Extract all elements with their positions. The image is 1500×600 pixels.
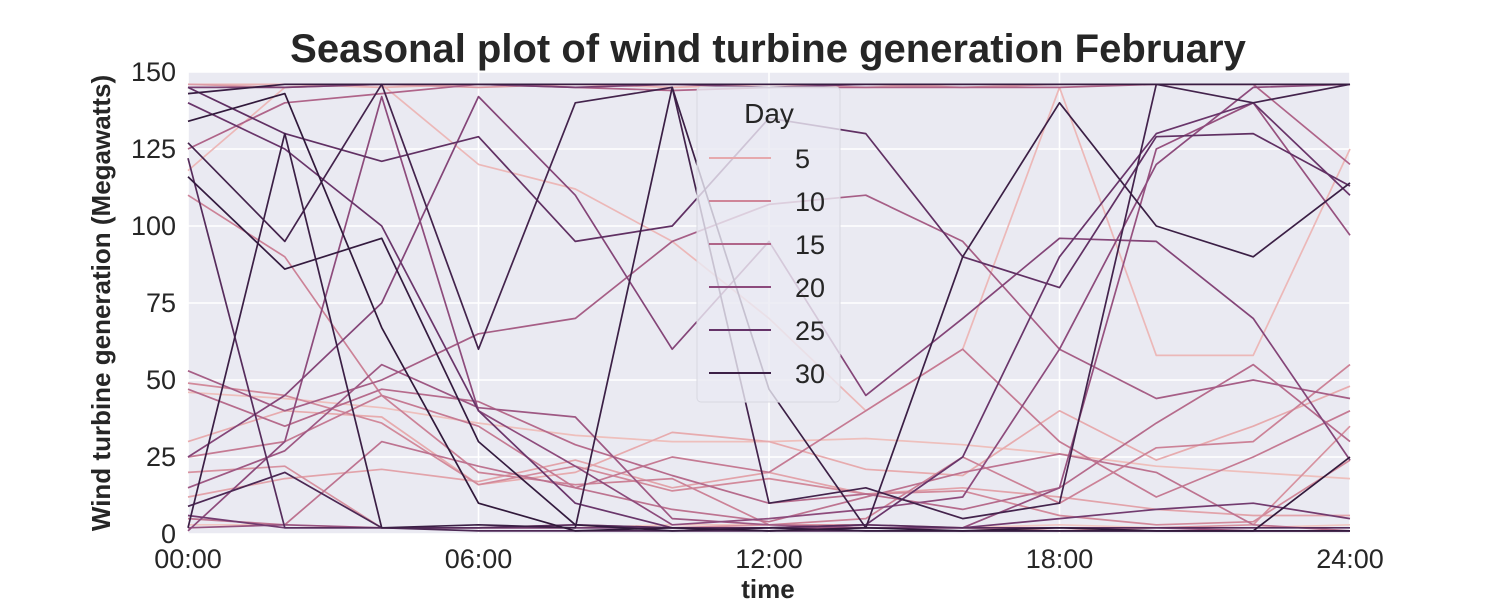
x-tick-label: 12:00	[735, 544, 803, 574]
series-line-day-12	[187, 440, 1351, 532]
x-axis-label: time	[741, 574, 794, 600]
series-line-day-11	[187, 348, 1351, 498]
y-tick-label: 25	[146, 442, 176, 472]
x-tick-label: 06:00	[445, 544, 513, 574]
x-tick-label: 00:00	[154, 544, 222, 574]
series-line-day-30	[187, 92, 1351, 532]
legend-title: Day	[744, 98, 794, 129]
legend-label: 25	[795, 316, 825, 346]
legend-label: 15	[795, 230, 825, 260]
series-line-day-9	[187, 382, 1351, 526]
series-line-day-28	[187, 83, 1350, 95]
y-tick-label: 75	[146, 288, 176, 318]
series-line-day-18	[187, 83, 1351, 532]
y-ticks: 0 25 50 75 100 125 150	[131, 57, 176, 549]
y-tick-label: 125	[131, 134, 176, 164]
x-tick-label: 18:00	[1026, 544, 1094, 574]
y-tick-label: 100	[131, 211, 176, 241]
legend-label: 10	[795, 187, 825, 217]
y-tick-label: 150	[131, 57, 176, 87]
chart-title: Seasonal plot of wind turbine generation…	[290, 27, 1246, 71]
x-ticks: 00:00 06:00 12:00 18:00 24:00	[154, 544, 1384, 574]
y-axis-label: Wind turbine generation (Megawatts)	[86, 75, 116, 531]
x-tick-label: 24:00	[1316, 544, 1384, 574]
series-line-day-5	[187, 385, 1351, 486]
legend-label: 30	[795, 359, 825, 389]
legend-label: 20	[795, 273, 825, 303]
y-tick-label: 50	[146, 365, 176, 395]
legend-label: 5	[795, 144, 810, 174]
y-tick-label: 0	[161, 519, 176, 549]
